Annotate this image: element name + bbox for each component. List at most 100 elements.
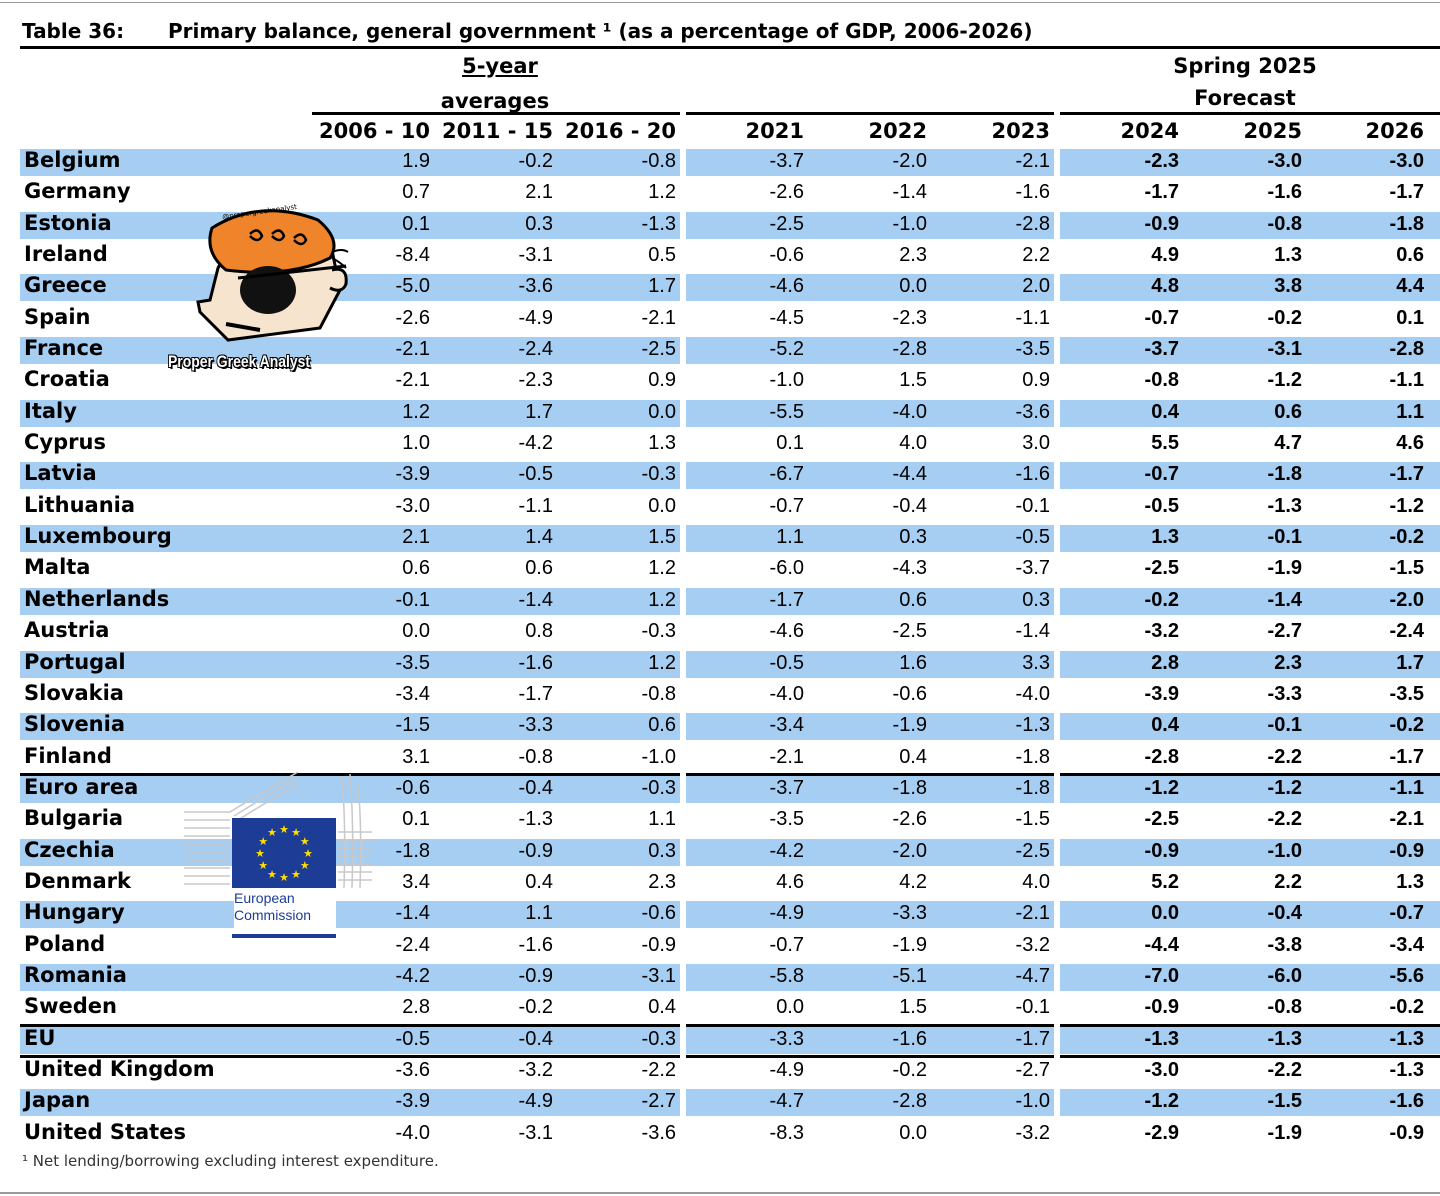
table-cell: 0.6 xyxy=(525,557,553,580)
table-cell: -4.6 xyxy=(769,275,804,298)
table-cell: 1.3 xyxy=(1396,870,1424,893)
table-row: Netherlands -0.1 -1.4 1.2 -1.7 0.6 0.3 -0.2 -1.4… xyxy=(20,586,1440,617)
table-cell: -4.6 xyxy=(769,620,804,643)
table-cell: -2.5 xyxy=(641,338,676,361)
table-cell: 0.0 xyxy=(402,620,430,643)
table-cell: -5.5 xyxy=(769,400,804,423)
table-cell: -3.5 xyxy=(1389,682,1424,705)
table-cell: -0.9 xyxy=(1144,212,1179,235)
country-name: EU xyxy=(24,1025,56,1050)
table-cell: -2.1 xyxy=(641,306,676,329)
table-cell: -7.0 xyxy=(1144,964,1179,987)
table-row: Sweden 2.8 -0.2 0.4 0.0 1.5 -0.1 -0.9 -0.8 -0.2 xyxy=(20,993,1440,1024)
table-cell: 4.9 xyxy=(1151,244,1179,267)
table-cell: -1.8 xyxy=(395,839,430,862)
country-name: France xyxy=(24,336,104,361)
table-cell: -0.4 xyxy=(892,494,927,517)
table-cell: -0.9 xyxy=(518,839,553,862)
table-cell: -3.1 xyxy=(518,1121,553,1144)
table-cell: -3.6 xyxy=(1015,400,1050,423)
forecast-header-line2: Forecast xyxy=(1194,86,1296,110)
table-cell: -1.2 xyxy=(1144,776,1179,799)
table-cell: -1.1 xyxy=(518,494,553,517)
table-row: Slovenia -1.5 -3.3 0.6 -3.4 -1.9 -1.3 0.4 -0.1 -0… xyxy=(20,711,1440,742)
eu-star-icon: ★ xyxy=(258,835,268,848)
forecast-group-rule xyxy=(1060,112,1440,115)
row-stripe xyxy=(686,838,1054,866)
row-stripe xyxy=(1060,462,1440,490)
table-cell: -1.3 xyxy=(641,212,676,235)
table-cell: 0.8 xyxy=(525,620,553,643)
table-cell: -0.6 xyxy=(395,776,430,799)
country-name: Slovenia xyxy=(24,712,126,737)
table-cell: -2.9 xyxy=(1144,1121,1179,1144)
table-cell: 1.5 xyxy=(899,369,927,392)
country-name: Greece xyxy=(24,273,107,298)
table-cell: -0.1 xyxy=(1267,526,1302,549)
table-cell: -1.5 xyxy=(395,714,430,737)
table-cell: -2.5 xyxy=(1144,557,1179,580)
forecast-header: Spring 2025 xyxy=(1173,54,1317,78)
table-cell: -1.3 xyxy=(1267,1027,1302,1050)
row-stripe xyxy=(1060,713,1440,741)
country-name: Ireland xyxy=(24,242,108,267)
table-cell: -2.2 xyxy=(641,1058,676,1081)
table-row: Malta 0.6 0.6 1.2 -6.0 -4.3 -3.7 -2.5 -1.9 -1.5 xyxy=(20,554,1440,585)
table-cell: -3.3 xyxy=(518,714,553,737)
table-cell: 1.7 xyxy=(525,400,553,423)
table-cell: -1.1 xyxy=(1389,369,1424,392)
table-cell: -4.7 xyxy=(1015,964,1050,987)
ec-wordmark-line1: European xyxy=(234,890,295,906)
table-cell: -4.2 xyxy=(395,964,430,987)
table-cell: -4.3 xyxy=(892,557,927,580)
row-stripe xyxy=(686,274,1054,302)
table-cell: -1.5 xyxy=(1389,557,1424,580)
table-cell: -0.5 xyxy=(769,651,804,674)
table-cell: -3.2 xyxy=(1144,620,1179,643)
aggregate-rule xyxy=(20,1023,680,1027)
table-cell: -4.9 xyxy=(769,1058,804,1081)
column-header-9: 2026 xyxy=(1365,119,1424,143)
table-cell: -0.9 xyxy=(1389,839,1424,862)
table-cell: -0.9 xyxy=(1144,839,1179,862)
table-cell: 1.2 xyxy=(648,181,676,204)
table-cell: -2.4 xyxy=(1389,620,1424,643)
table-cell: -1.4 xyxy=(518,588,553,611)
country-name: Italy xyxy=(24,398,77,423)
table-cell: 0.3 xyxy=(648,839,676,862)
table-cell: -1.9 xyxy=(1267,557,1302,580)
table-cell: 3.1 xyxy=(402,745,430,768)
table-cell: -0.9 xyxy=(641,933,676,956)
row-stripe xyxy=(686,211,1054,239)
table-row: Euro area -0.6 -0.4 -0.3 -3.7 -1.8 -1.8 -1.2 -1.… xyxy=(20,772,1440,805)
table-cell: -2.8 xyxy=(1015,212,1050,235)
table-row: Greece -5.0 -3.6 1.7 -4.6 0.0 2.0 4.8 3.8 4.4 xyxy=(20,272,1440,303)
table-cell: -3.7 xyxy=(769,150,804,172)
table-row: Hungary -1.4 1.1 -0.6 -4.9 -3.3 -2.1 0.0 -0.4 -0.… xyxy=(20,899,1440,930)
table-cell: -1.2 xyxy=(1389,494,1424,517)
column-header-5: 2022 xyxy=(868,119,927,143)
table-cell: -0.5 xyxy=(518,463,553,486)
table-cell: -1.1 xyxy=(1015,306,1050,329)
table-cell: -4.7 xyxy=(769,1090,804,1113)
table-cell: 1.2 xyxy=(648,651,676,674)
table-row: Denmark 3.4 0.4 2.3 4.6 4.2 4.0 5.2 2.2 1.3 xyxy=(20,868,1440,899)
row-stripe xyxy=(20,525,680,553)
table-cell: 2.1 xyxy=(402,526,430,549)
table-cell: 0.3 xyxy=(1022,588,1050,611)
table-cell: -2.5 xyxy=(1144,808,1179,831)
eu-star-icon: ★ xyxy=(291,868,301,881)
country-name: Japan xyxy=(24,1088,91,1113)
row-stripe xyxy=(20,274,680,302)
table-cell: 1.9 xyxy=(402,150,430,172)
country-name: Euro area xyxy=(24,774,139,799)
data-table: Belgium 1.9 -0.2 -0.8 -3.7 -2.0 -2.1 -2.3 -3.0 -3… xyxy=(20,147,1440,1150)
table-cell: -1.7 xyxy=(518,682,553,705)
eu-star-icon: ★ xyxy=(258,859,268,872)
table-cell: -0.3 xyxy=(641,620,676,643)
table-row: France -2.1 -2.4 -2.5 -5.2 -2.8 -3.5 -3.7 -3.1 -2… xyxy=(20,335,1440,366)
five-year-header-line2: averages xyxy=(440,89,550,113)
country-name: Slovakia xyxy=(24,680,124,705)
table-cell: 1.5 xyxy=(899,996,927,1019)
aggregate-rule xyxy=(20,1054,680,1058)
